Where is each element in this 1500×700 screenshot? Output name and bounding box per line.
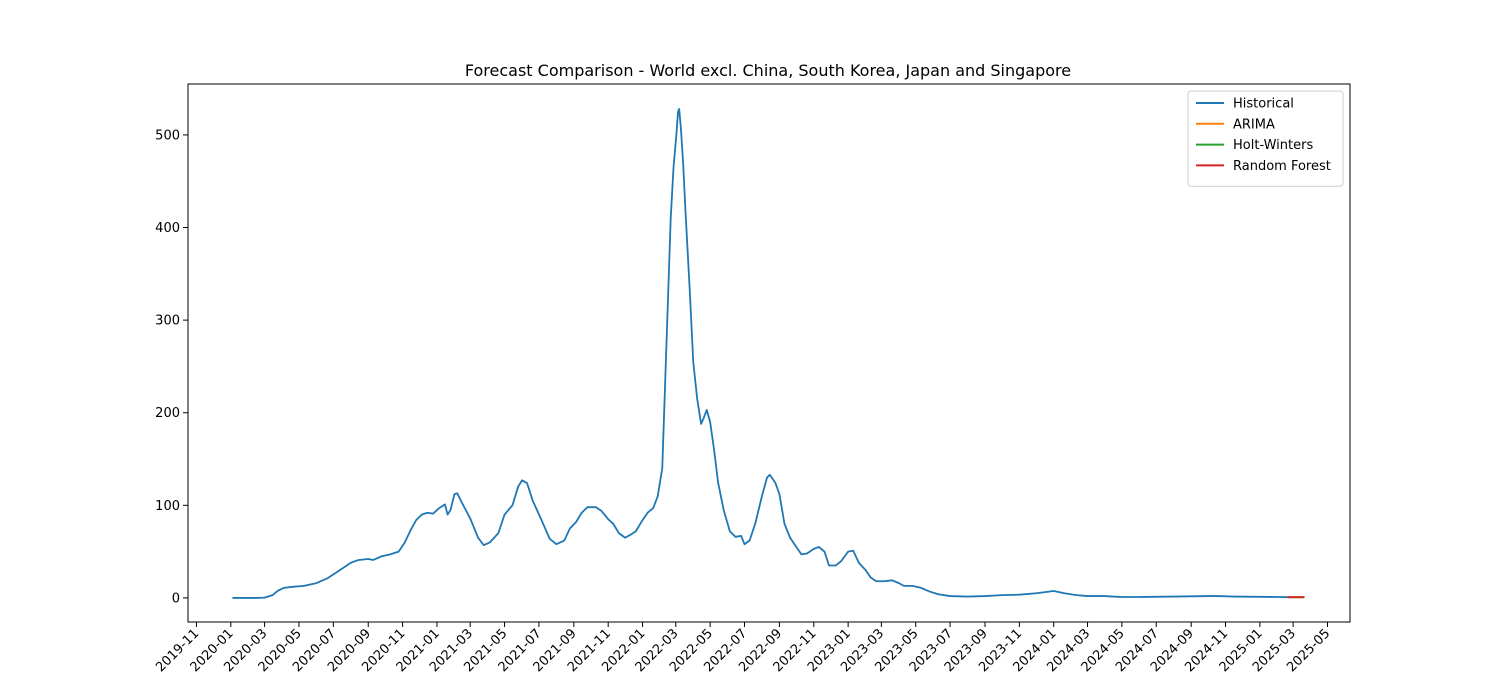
- legend: Historical ARIMA Holt-Winters Random Forest: [1187, 90, 1344, 187]
- y-tick-label: 400: [155, 221, 180, 236]
- y-axis: 0 100 200 300 400 500: [155, 128, 188, 606]
- legend-label: ARIMA: [1233, 117, 1275, 132]
- chart-title: Forecast Comparison - World excl. China,…: [465, 61, 1071, 80]
- y-tick-label: 100: [155, 499, 180, 514]
- legend-label: Random Forest: [1233, 159, 1331, 174]
- legend-label: Holt-Winters: [1233, 138, 1313, 153]
- y-tick-label: 200: [155, 406, 180, 421]
- y-tick-label: 0: [172, 591, 180, 606]
- legend-label: Historical: [1233, 97, 1294, 112]
- y-tick-label: 500: [155, 128, 180, 143]
- x-axis: 2019-112020-012020-032020-052020-072020-…: [153, 622, 1333, 675]
- legend-box: [1187, 90, 1344, 187]
- plot-frame: [187, 83, 1351, 623]
- y-tick-label: 300: [155, 314, 180, 329]
- series-line-historical: [232, 108, 1289, 599]
- plot-area: [232, 108, 1305, 599]
